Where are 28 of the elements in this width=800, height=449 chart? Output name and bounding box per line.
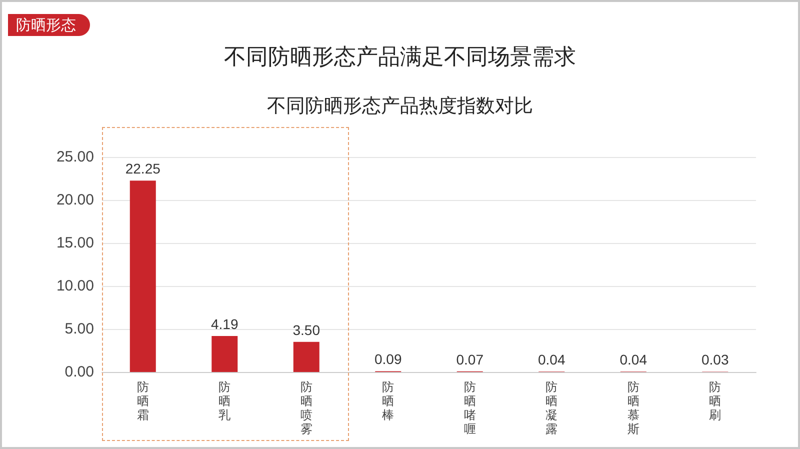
y-tick-label: 10.00	[56, 278, 94, 294]
x-tick-label: 防晒棒	[382, 380, 394, 422]
chart-subtitle: 不同防晒形态产品热度指数对比	[267, 95, 533, 117]
data-label: 0.04	[620, 352, 648, 368]
data-label: 0.04	[538, 352, 566, 368]
bar	[212, 336, 238, 372]
x-tick-label: 防晒慕斯	[627, 380, 640, 436]
bar	[130, 180, 156, 372]
bar	[293, 342, 320, 372]
y-tick-label: 25.00	[56, 148, 94, 166]
y-tick-label: 0.00	[64, 364, 94, 380]
y-tick-label: 20.00	[56, 192, 94, 208]
chart-title: 不同防晒形态产品满足不同场景需求	[223, 44, 577, 72]
y-tick-label: 15.00	[56, 234, 94, 252]
data-label: 22.25	[125, 160, 161, 177]
y-tick-label: 5.00	[64, 320, 94, 338]
data-label: 0.07	[456, 351, 484, 368]
data-label: 3.50	[292, 322, 320, 338]
x-tick-label: 防晒霜	[136, 380, 149, 422]
x-tick-label: 防晒凝露	[546, 380, 558, 436]
x-tick-label: 防晒啫喱	[464, 380, 476, 436]
x-tick-label: 防晒喷雾	[300, 380, 312, 436]
x-tick-label: 防晒刷	[709, 380, 722, 422]
text: 防晒形态	[8, 14, 90, 36]
data-label: 4.19	[211, 316, 238, 332]
data-label: 0.09	[374, 351, 402, 368]
x-tick-label: 防晒乳	[218, 380, 231, 422]
data-label: 0.03	[702, 352, 729, 368]
